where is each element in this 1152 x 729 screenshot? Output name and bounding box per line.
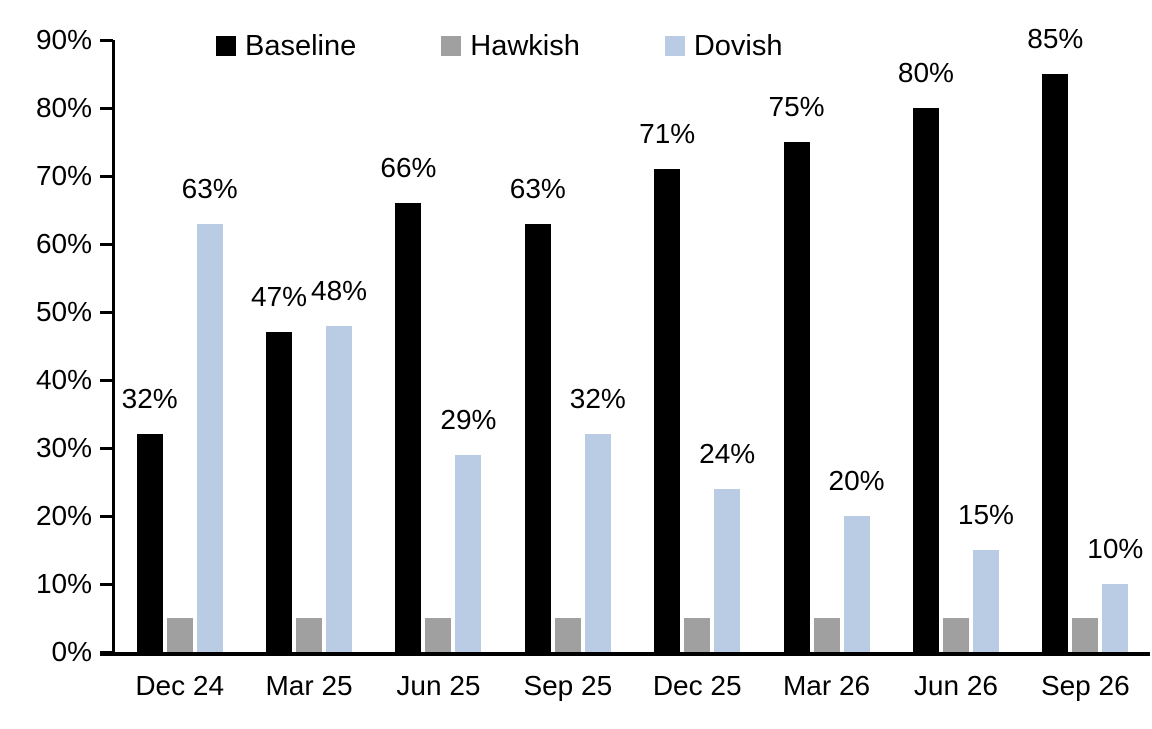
bar-group: 63% 32% — [503, 40, 632, 652]
data-label-baseline: 71% — [639, 118, 696, 150]
legend-item-dovish: Dovish — [664, 30, 783, 62]
bar-dovish: 10% — [1087, 535, 1143, 652]
bar-baseline: 80% — [898, 59, 954, 652]
data-label-dovish: 10% — [1087, 533, 1144, 564]
data-label-baseline: 75% — [768, 91, 825, 122]
data-label-dovish: 24% — [699, 437, 756, 469]
legend-item-baseline: Baseline — [216, 30, 356, 62]
bar-dovish: 48% — [311, 276, 367, 652]
data-label-baseline: 32% — [121, 383, 178, 415]
bar-dovish: 32% — [570, 385, 626, 652]
y-tick-label: 30% — [35, 432, 92, 463]
y-tick-mark — [100, 311, 113, 314]
legend-swatch-icon — [664, 36, 685, 56]
data-label-baseline: 80% — [897, 57, 954, 88]
bar-hawkish — [425, 618, 452, 652]
y-tick-mark — [100, 447, 113, 450]
bar-group: 71% 24% — [633, 40, 762, 652]
y-tick-mark — [100, 583, 113, 586]
y-tick-mark — [100, 39, 113, 42]
y-tick-mark — [100, 107, 113, 110]
bar-dovish: 15% — [958, 501, 1014, 652]
y-tick-label: 50% — [35, 296, 92, 327]
y-tick-label: 70% — [35, 160, 92, 191]
data-label-baseline: 63% — [509, 172, 566, 204]
bar-group: 66% 29% — [374, 40, 503, 652]
bar-hawkish — [166, 618, 193, 652]
bar-dovish: 29% — [440, 405, 496, 652]
y-tick-mark — [100, 175, 113, 178]
bar-hawkish — [813, 618, 840, 652]
bar-baseline: 85% — [1027, 25, 1083, 652]
x-category-label: Sep 25 — [523, 670, 613, 701]
bar-dovish: 20% — [829, 467, 885, 652]
y-tick-label: 80% — [35, 92, 92, 123]
data-label-baseline: 66% — [380, 152, 437, 184]
data-label-dovish: 29% — [440, 403, 497, 435]
legend-label: Dovish — [693, 30, 783, 62]
data-label-dovish: 20% — [828, 465, 885, 496]
bar-hawkish — [942, 618, 969, 652]
y-tick-label: 60% — [35, 228, 92, 259]
x-axis-line — [100, 652, 1150, 656]
legend-label: Baseline — [245, 30, 357, 62]
bar-group: 32% 63% — [115, 40, 244, 652]
data-label-baseline: 85% — [1027, 23, 1084, 54]
chart-legend: Baseline Hawkish Dovish — [216, 30, 783, 62]
x-category-label: Mar 25 — [265, 670, 353, 701]
bar-baseline: 32% — [122, 385, 178, 652]
legend-item-hawkish: Hawkish — [441, 30, 580, 62]
plot-area: 32% 63% 47% 48% 66% 29% 63% 32% 71% 24% 75% 20% 80% 1… — [115, 25, 1150, 652]
y-tick-label: 0% — [51, 636, 92, 667]
legend-swatch-icon — [216, 36, 236, 56]
data-label-dovish: 15% — [957, 499, 1014, 530]
bar-baseline: 75% — [769, 93, 825, 652]
y-tick-label: 20% — [35, 500, 92, 531]
bar-group: 75% 20% — [762, 40, 891, 652]
x-category-label: Dec 24 — [135, 670, 225, 701]
bar-baseline: 71% — [639, 120, 695, 652]
bar-hawkish — [684, 618, 711, 652]
data-label-dovish: 63% — [181, 172, 238, 204]
x-category-label: Jun 25 — [396, 670, 481, 701]
bar-group: 80% 15% — [891, 40, 1020, 652]
bar-hawkish — [1072, 618, 1099, 652]
bar-baseline: 63% — [510, 174, 566, 652]
y-tick-mark — [100, 515, 113, 518]
bar-baseline: 47% — [251, 283, 307, 652]
bar-baseline: 66% — [380, 154, 436, 652]
y-axis-line — [112, 40, 115, 656]
bar-group: 47% 48% — [244, 40, 373, 652]
x-category-label: Sep 26 — [1040, 670, 1130, 701]
bar-hawkish — [296, 618, 323, 652]
x-category-label: Mar 26 — [782, 670, 871, 701]
y-tick-label: 40% — [35, 364, 92, 395]
bar-dovish: 24% — [699, 439, 755, 652]
legend-label: Hawkish — [470, 30, 580, 62]
x-category-label: Dec 25 — [652, 670, 742, 701]
bar-dovish: 63% — [182, 174, 238, 652]
bar-group: 85% 10% — [1021, 25, 1150, 652]
y-tick-mark — [100, 379, 113, 382]
x-category-label: Jun 26 — [913, 670, 998, 701]
y-tick-label: 10% — [35, 568, 92, 599]
data-label-dovish: 48% — [311, 274, 368, 306]
legend-swatch-icon — [441, 36, 462, 56]
x-axis-labels: Dec 24 Mar 25 Jun 25 Sep 25 Dec 25 Mar 26 Jun … — [115, 670, 1150, 702]
data-label-baseline: 47% — [251, 281, 308, 313]
data-label-dovish: 32% — [569, 383, 626, 415]
y-tick-label: 90% — [35, 24, 92, 55]
bar-hawkish — [554, 618, 581, 652]
y-tick-mark — [100, 243, 113, 246]
